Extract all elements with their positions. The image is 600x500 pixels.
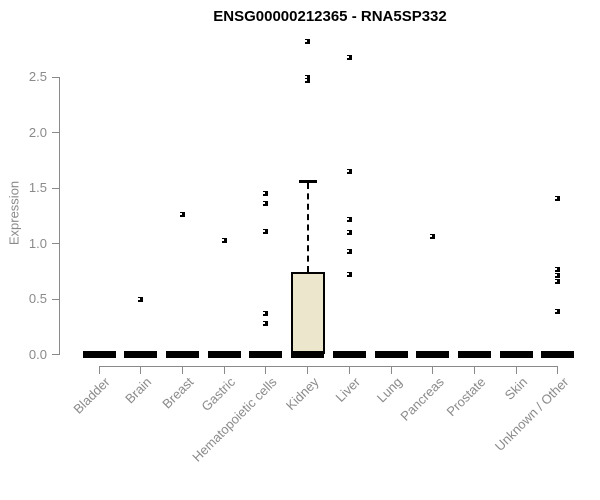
x-tick-mark — [390, 366, 392, 374]
x-tick-mark — [432, 366, 434, 374]
y-tick-mark — [52, 132, 59, 134]
median-line — [124, 351, 158, 358]
data-point — [555, 266, 561, 272]
data-point — [305, 39, 311, 45]
y-tick-label: 1.0 — [28, 235, 47, 251]
y-tick-mark — [52, 76, 59, 78]
data-point — [346, 54, 352, 60]
x-tick-mark — [98, 366, 100, 374]
y-tick-label: 0.0 — [28, 346, 47, 362]
median-line — [207, 351, 241, 358]
data-point — [138, 296, 144, 302]
x-tick-label: Prostate — [443, 374, 489, 420]
median-line — [82, 351, 116, 358]
data-point — [555, 195, 561, 201]
y-tick-label: 2.0 — [28, 124, 47, 140]
median-line — [374, 351, 408, 358]
data-point — [263, 191, 269, 197]
median-line — [416, 351, 450, 358]
data-point — [263, 310, 269, 316]
upper-whisker-line — [306, 183, 309, 273]
x-tick-mark — [473, 366, 475, 374]
x-tick-mark — [307, 366, 309, 374]
data-point — [555, 308, 561, 314]
data-point — [305, 78, 311, 84]
x-tick-label: Hematopoietic cells — [189, 374, 280, 465]
data-point — [555, 278, 561, 284]
y-tick-mark — [52, 298, 59, 300]
y-tick-label: 2.5 — [28, 69, 47, 85]
x-tick-label: Breast — [159, 374, 197, 412]
median-line — [249, 351, 283, 358]
x-tick-label: Gastric — [198, 374, 239, 415]
x-tick-mark — [223, 366, 225, 374]
x-tick-label: Skin — [501, 374, 531, 403]
data-point — [346, 169, 352, 174]
y-tick-mark — [52, 354, 59, 355]
data-point — [263, 320, 269, 326]
x-tick-label: Unknown / Other — [492, 374, 572, 454]
median-line — [291, 351, 325, 358]
data-point — [346, 248, 352, 254]
median-line — [541, 351, 575, 358]
upper-whisker-cap — [298, 180, 317, 184]
y-tick-mark — [52, 243, 59, 245]
y-axis-line — [59, 77, 60, 355]
median-line — [332, 351, 366, 358]
iqr-box — [290, 272, 325, 355]
x-tick-mark — [348, 366, 350, 374]
x-tick-label: Liver — [332, 374, 364, 405]
x-axis-line — [99, 366, 558, 367]
x-tick-label: Lung — [373, 374, 405, 406]
x-tick-label: Kidney — [282, 374, 322, 414]
x-tick-mark — [181, 366, 183, 374]
y-tick-mark — [52, 187, 59, 189]
data-point — [179, 212, 185, 218]
x-tick-label: Brain — [122, 374, 155, 407]
data-point — [555, 273, 561, 279]
x-tick-label: Bladder — [70, 374, 113, 417]
x-tick-mark — [265, 366, 267, 374]
median-line — [499, 351, 533, 358]
median-line — [457, 351, 491, 358]
data-point — [430, 234, 436, 240]
y-tick-label: 1.5 — [28, 180, 47, 196]
chart-title: ENSG00000212365 - RNA5SP332 — [213, 8, 447, 25]
data-point — [221, 237, 227, 243]
data-point — [346, 272, 352, 278]
x-tick-mark — [515, 366, 517, 374]
y-tick-label: 0.5 — [28, 291, 47, 307]
data-point — [263, 228, 269, 234]
x-tick-mark — [557, 366, 559, 374]
median-line — [165, 351, 199, 358]
data-point — [305, 74, 311, 80]
x-tick-label: Pancreas — [397, 374, 447, 424]
x-tick-mark — [140, 366, 142, 374]
data-point — [346, 216, 352, 222]
data-point — [263, 201, 269, 207]
data-point — [346, 230, 352, 235]
